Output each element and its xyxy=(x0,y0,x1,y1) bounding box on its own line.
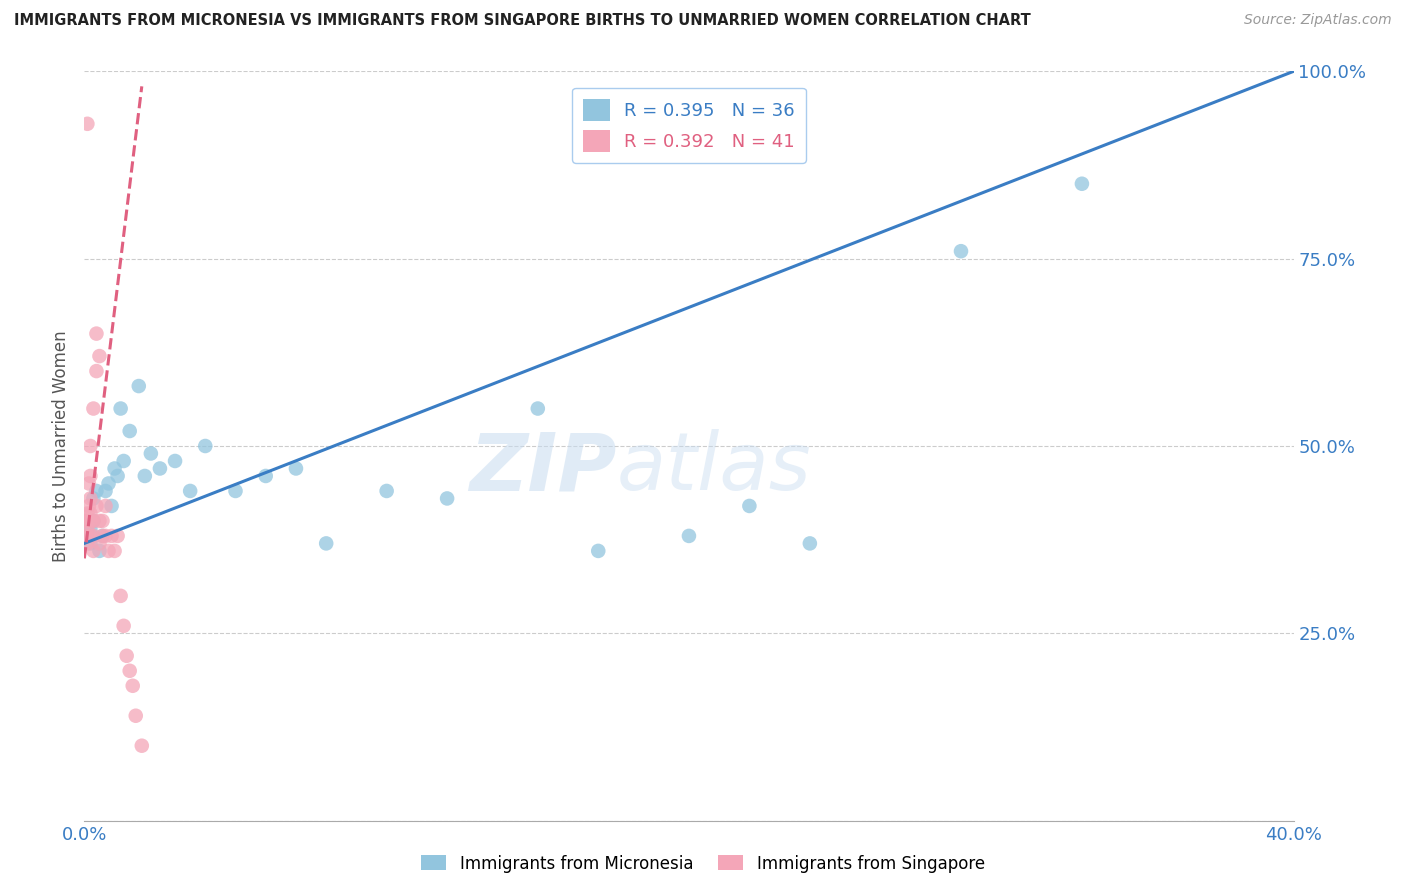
Point xyxy=(1071,177,1094,191)
Point xyxy=(104,461,127,475)
Point xyxy=(131,739,153,753)
Point xyxy=(86,326,108,341)
Point xyxy=(107,529,129,543)
Point xyxy=(77,499,100,513)
Point xyxy=(134,469,156,483)
Text: ZIP: ZIP xyxy=(470,429,616,508)
Point xyxy=(75,529,97,543)
Point xyxy=(76,117,98,131)
Point xyxy=(149,461,172,475)
Point xyxy=(82,529,104,543)
Point xyxy=(527,401,550,416)
Y-axis label: Births to Unmarried Women: Births to Unmarried Women xyxy=(52,330,70,562)
Text: Source: ZipAtlas.com: Source: ZipAtlas.com xyxy=(1244,13,1392,28)
Point xyxy=(115,648,138,663)
Point xyxy=(79,469,101,483)
Point xyxy=(75,514,97,528)
Text: IMMIGRANTS FROM MICRONESIA VS IMMIGRANTS FROM SINGAPORE BIRTHS TO UNMARRIED WOME: IMMIGRANTS FROM MICRONESIA VS IMMIGRANTS… xyxy=(14,13,1031,29)
Point xyxy=(89,544,111,558)
Point xyxy=(165,454,187,468)
Legend: R = 0.395   N = 36, R = 0.392   N = 41: R = 0.395 N = 36, R = 0.392 N = 41 xyxy=(572,88,806,162)
Point xyxy=(79,439,101,453)
Point xyxy=(76,536,98,550)
Point xyxy=(110,589,132,603)
Point xyxy=(799,536,821,550)
Point xyxy=(86,483,108,498)
Point xyxy=(79,491,101,506)
Point xyxy=(76,529,98,543)
Point xyxy=(139,446,162,460)
Point xyxy=(77,476,100,491)
Point xyxy=(118,664,141,678)
Point xyxy=(94,529,117,543)
Point xyxy=(82,514,104,528)
Point xyxy=(94,483,117,498)
Point xyxy=(97,476,120,491)
Point xyxy=(79,514,101,528)
Point xyxy=(82,401,104,416)
Point xyxy=(86,364,108,378)
Point xyxy=(91,529,114,543)
Point xyxy=(375,483,398,498)
Point xyxy=(82,544,104,558)
Point xyxy=(950,244,973,259)
Point xyxy=(225,483,247,498)
Point xyxy=(121,679,143,693)
Point xyxy=(76,521,98,535)
Point xyxy=(112,619,135,633)
Text: atlas: atlas xyxy=(616,429,811,508)
Point xyxy=(110,401,132,416)
Point xyxy=(76,514,98,528)
Point xyxy=(588,544,610,558)
Point xyxy=(97,544,120,558)
Point xyxy=(89,514,111,528)
Point xyxy=(179,483,201,498)
Point xyxy=(100,499,122,513)
Point xyxy=(678,529,700,543)
Point xyxy=(79,529,101,543)
Point xyxy=(76,507,98,521)
Point xyxy=(79,521,101,535)
Point xyxy=(104,544,127,558)
Point xyxy=(125,708,148,723)
Point xyxy=(89,349,111,363)
Point xyxy=(112,454,135,468)
Point xyxy=(315,536,337,550)
Point xyxy=(89,536,111,550)
Legend: Immigrants from Micronesia, Immigrants from Singapore: Immigrants from Micronesia, Immigrants f… xyxy=(415,848,991,880)
Point xyxy=(91,529,114,543)
Point xyxy=(738,499,761,513)
Point xyxy=(79,507,101,521)
Point xyxy=(436,491,458,506)
Point xyxy=(76,529,98,543)
Point xyxy=(82,491,104,506)
Point xyxy=(79,536,101,550)
Point xyxy=(194,439,217,453)
Point xyxy=(94,499,117,513)
Point xyxy=(86,499,108,513)
Point xyxy=(128,379,150,393)
Point xyxy=(254,469,277,483)
Point xyxy=(82,514,104,528)
Point xyxy=(107,469,129,483)
Point xyxy=(118,424,141,438)
Point xyxy=(91,514,114,528)
Point xyxy=(100,529,122,543)
Point xyxy=(285,461,308,475)
